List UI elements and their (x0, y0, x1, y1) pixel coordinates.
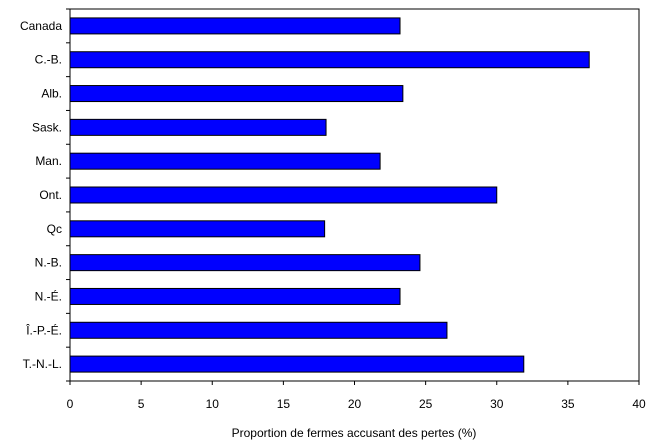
bar-9 (69, 321, 448, 339)
x-tick-label-1: 5 (138, 397, 145, 411)
bar-7 (69, 254, 421, 272)
y-tick-label-3: Sask. (32, 120, 62, 134)
y-tick-label-10: T.-N.-L. (23, 357, 62, 371)
y-tick-label-5: Ont. (39, 188, 62, 202)
bar-1 (69, 51, 590, 69)
x-axis-title: Proportion de fermes accusant des pertes… (232, 426, 477, 440)
x-tick-label-6: 30 (490, 397, 504, 411)
x-axis-ticks: 0 5 10 15 20 25 30 35 40 (67, 381, 646, 411)
y-tick-label-9: Î.-P.-É. (25, 322, 62, 337)
y-tick-label-1: C.-B. (35, 53, 62, 67)
y-axis-ticks: Canada C.-B. Alb. Sask. Man. Ont. Qc N.-B. N.-É.… (20, 8, 70, 382)
y-tick-label-4: Man. (35, 154, 62, 168)
bar-6 (69, 220, 326, 238)
y-tick-label-8: N.-É. (35, 288, 62, 303)
x-tick-label-4: 20 (348, 397, 362, 411)
x-tick-label-5: 25 (419, 397, 433, 411)
x-tick-label-7: 35 (561, 397, 575, 411)
bar-3 (69, 118, 327, 136)
y-tick-label-7: N.-B. (35, 256, 62, 270)
bar-5 (69, 186, 498, 204)
y-tick-label-0: Canada (20, 19, 62, 33)
y-tick-label-6: Qc (47, 222, 62, 236)
x-tick-label-2: 10 (206, 397, 220, 411)
x-tick-label-8: 40 (632, 397, 646, 411)
bar-0 (69, 17, 401, 35)
bar-4 (69, 152, 381, 170)
x-tick-label-0: 0 (67, 397, 74, 411)
y-tick-label-2: Alb. (41, 87, 62, 101)
bar-8 (69, 287, 401, 305)
x-tick-label-3: 15 (277, 397, 291, 411)
bar-2 (69, 85, 404, 103)
bar-10 (69, 355, 525, 373)
bars-group (69, 17, 590, 373)
